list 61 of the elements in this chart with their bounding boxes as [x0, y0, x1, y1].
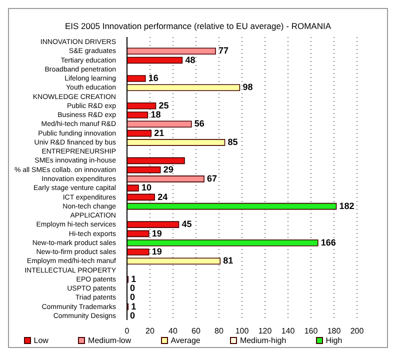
data-label: 0: [130, 310, 136, 320]
data-label: 19: [152, 228, 162, 238]
x-tick-label: 20: [146, 326, 155, 336]
data-label: 98: [242, 82, 253, 92]
data-label: 81: [223, 256, 234, 266]
bar: [127, 48, 216, 55]
x-tick-label: 0: [124, 326, 130, 336]
legend-label: High: [324, 336, 342, 345]
bar: [127, 120, 192, 128]
x-tick-label: 160: [304, 326, 318, 336]
bar: [127, 56, 183, 64]
data-label: 85: [228, 136, 238, 147]
bar: [127, 194, 155, 201]
data-label: 18: [150, 110, 161, 120]
legend-label: Medium-high: [238, 336, 286, 345]
bar: [127, 112, 148, 118]
data-label: 56: [194, 118, 204, 129]
data-label: 29: [163, 164, 174, 174]
bar: [127, 84, 240, 92]
chart-title: EIS 2005 Innovation performance (relative to EU average) - ROMANIA: [64, 21, 332, 33]
bar: [127, 258, 221, 264]
bar: [127, 221, 180, 228]
data-label: 21: [154, 128, 164, 138]
legend-label: Average: [170, 336, 200, 345]
x-tick-label: 80: [214, 326, 224, 336]
data-label: 182: [339, 200, 354, 211]
x-tick-label: 200: [350, 326, 364, 336]
x-tick-label: 40: [168, 326, 178, 336]
legend-label: Medium-low: [87, 336, 132, 345]
x-tick-label: 140: [281, 326, 296, 336]
data-label: 77: [218, 46, 229, 56]
data-label: 1: [131, 274, 136, 284]
bar: [127, 75, 146, 82]
bar: [127, 176, 204, 182]
data-label: 0: [130, 283, 136, 294]
legend-label: Low: [32, 336, 48, 345]
bar: [127, 139, 226, 146]
x-tick-label: 180: [327, 326, 342, 336]
data-label: 166: [320, 237, 336, 248]
data-label: 16: [148, 73, 158, 84]
bar: [127, 166, 161, 174]
data-label: 45: [182, 219, 192, 230]
bar: [127, 184, 139, 192]
data-label: 48: [185, 54, 196, 65]
x-tick-label: 100: [235, 326, 250, 336]
data-label: 19: [152, 246, 162, 257]
bar: [127, 102, 156, 110]
bar: [127, 248, 150, 256]
bar: [127, 230, 150, 238]
x-tick-label: 60: [192, 326, 201, 336]
data-label: 10: [142, 182, 152, 193]
bar: [127, 130, 152, 137]
data-label: 1: [131, 301, 136, 312]
bar: [127, 239, 318, 246]
bar: [127, 157, 185, 164]
bar: [127, 202, 337, 210]
data-label: 67: [207, 174, 218, 184]
data-label: 24: [158, 192, 168, 202]
data-label: 0: [130, 292, 136, 302]
x-tick-label: 120: [258, 326, 272, 336]
data-label: 25: [158, 100, 169, 110]
